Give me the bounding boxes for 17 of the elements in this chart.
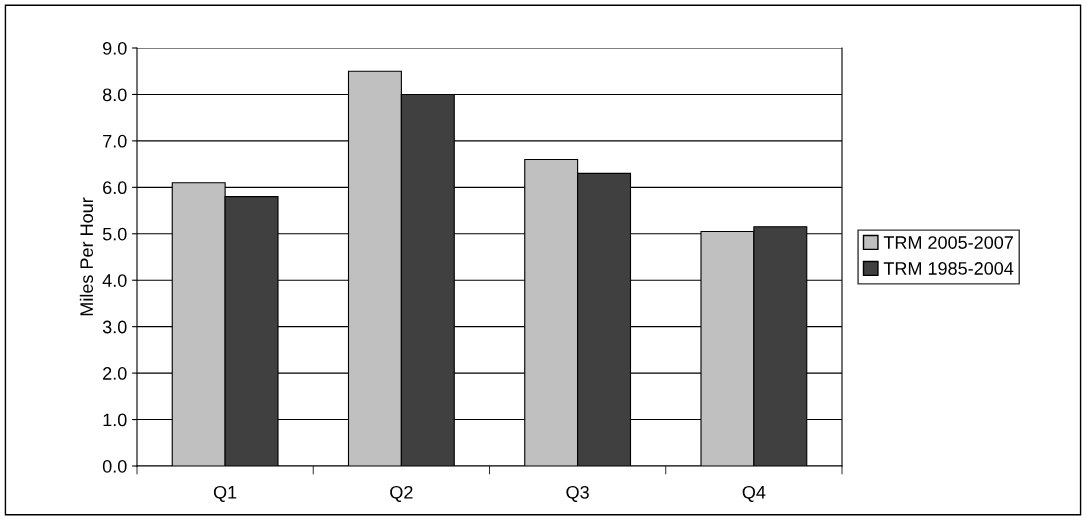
y-tick-label: 1.0 [103, 413, 127, 427]
y-tick-label: 9.0 [103, 41, 127, 55]
legend-label: TRM 1985-2004 [883, 262, 1014, 275]
y-tick-label: 5.0 [102, 227, 127, 241]
y-tick-label: 4.0 [102, 274, 127, 287]
y-axis-title: Miles Per Hour [79, 197, 94, 316]
x-tick-label: Q3 [566, 485, 589, 502]
y-tick-label: 7.0 [103, 134, 127, 148]
legend-label: TRM 2005-2007 [883, 236, 1013, 249]
y-tick-label: 2.0 [103, 367, 127, 380]
x-tick-label: Q2 [390, 485, 413, 502]
x-tick-label: Q4 [742, 485, 766, 502]
y-tick-label: 3.0 [102, 320, 127, 334]
y-tick-label: 0.0 [102, 459, 127, 473]
x-tick-label: Q1 [213, 485, 237, 502]
y-tick-label: 8.0 [102, 88, 127, 102]
y-tick-label: 6.0 [103, 181, 127, 195]
